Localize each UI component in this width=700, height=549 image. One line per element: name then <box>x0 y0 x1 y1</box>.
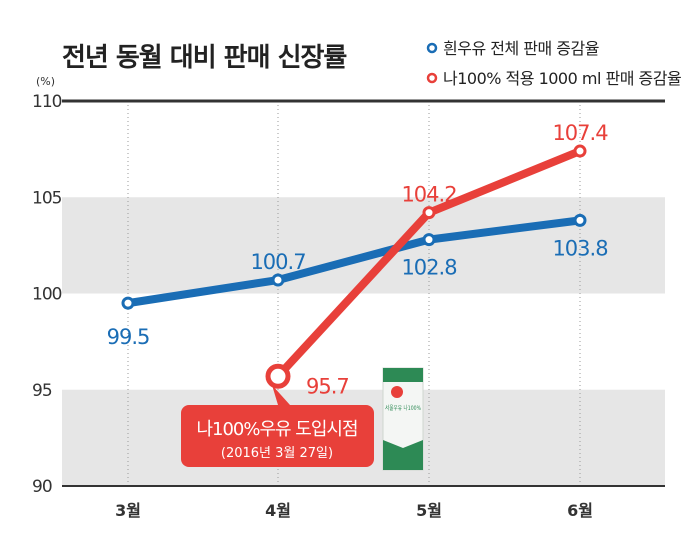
data-point <box>271 273 285 287</box>
callout-box <box>181 405 374 467</box>
callout-pointer <box>272 385 290 405</box>
y-tick-label: 90 <box>32 477 52 497</box>
data-label: 104.2 <box>401 183 456 207</box>
legend-label-1: 나100% 적용 1000 ml 판매 증감율 <box>443 69 681 88</box>
data-point <box>265 363 291 389</box>
y-tick-label: 110 <box>32 92 62 112</box>
data-point <box>121 296 135 310</box>
annotation-callout: 나100%우유 도입시점 (2016년 3월 27일) <box>181 385 374 467</box>
y-tick-label: 95 <box>32 381 52 401</box>
data-point <box>573 144 587 158</box>
x-tick-label: 5월 <box>416 501 442 520</box>
legend-marker-blue <box>426 42 438 54</box>
y-tick-label: 105 <box>32 188 62 208</box>
legend-marker-red <box>426 72 438 84</box>
y-unit: (%) <box>36 75 55 88</box>
grid-band <box>62 197 665 294</box>
data-point <box>422 206 436 220</box>
chart-title: 전년 동월 대비 판매 신장률 <box>62 43 347 73</box>
series-line-0 <box>127 216 581 308</box>
product-label: 서울우유 나100% <box>385 404 421 412</box>
data-point <box>573 213 587 227</box>
legend: 흰우유 전체 판매 증감율 나100% 적용 1000 ml 판매 증감율 <box>426 39 682 88</box>
data-label: 102.8 <box>401 256 456 280</box>
data-label: 100.7 <box>250 250 305 274</box>
x-tick-label: 3월 <box>115 501 141 520</box>
data-label: 95.7 <box>306 374 349 398</box>
data-label: 99.5 <box>107 325 150 349</box>
data-label: 107.4 <box>552 121 608 145</box>
x-tick-label: 4월 <box>265 501 291 520</box>
x-tick-label: 6월 <box>567 501 593 520</box>
y-tick-label: 100 <box>32 285 62 305</box>
callout-line2: (2016년 3월 27일) <box>221 446 333 461</box>
milk-carton-image: 서울우유 나100% <box>382 367 424 471</box>
data-label: 103.8 <box>552 236 607 260</box>
callout-line1: 나100%우유 도입시점 <box>196 419 357 440</box>
legend-label-0: 흰우유 전체 판매 증감율 <box>443 39 599 58</box>
data-point <box>422 233 436 247</box>
